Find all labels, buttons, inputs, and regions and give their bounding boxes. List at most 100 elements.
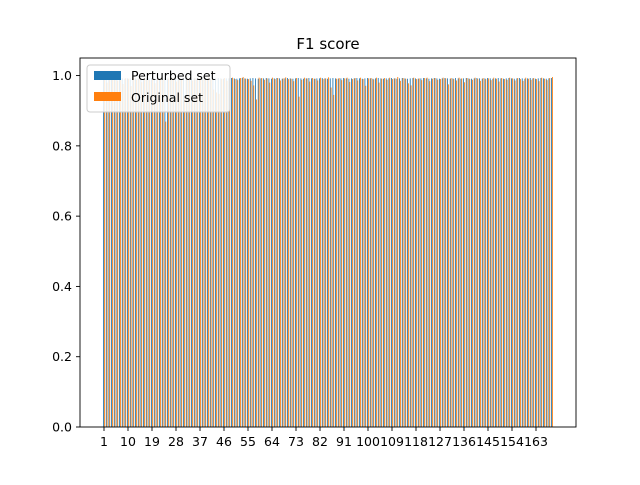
bar-perturbed-20 xyxy=(153,78,155,427)
legend-label-original: Original set xyxy=(131,90,203,105)
bar-original-134 xyxy=(458,77,460,428)
bar-perturbed-84 xyxy=(324,78,326,427)
bar-original-128 xyxy=(442,77,444,428)
bar-perturbed-119 xyxy=(417,78,419,427)
legend-label-perturbed: Perturbed set xyxy=(131,68,216,83)
bar-perturbed-122 xyxy=(425,78,427,427)
bar-perturbed-81 xyxy=(316,78,318,427)
bar-perturbed-17 xyxy=(145,78,147,427)
bar-perturbed-47 xyxy=(225,78,227,427)
bar-perturbed-132 xyxy=(452,78,454,427)
bar-original-88 xyxy=(336,78,337,427)
bar-perturbed-5 xyxy=(113,78,115,427)
bar-original-152 xyxy=(506,79,508,427)
bar-perturbed-16 xyxy=(143,78,144,427)
bar-original-166 xyxy=(544,78,545,427)
y-tick-label: 0.4 xyxy=(52,279,72,294)
bar-original-52 xyxy=(240,78,241,427)
bar-original-12 xyxy=(133,77,135,428)
bar-perturbed-82 xyxy=(319,78,320,427)
bar-original-115 xyxy=(408,83,409,428)
bar-original-85 xyxy=(328,77,329,427)
bar-original-160 xyxy=(528,78,529,427)
bar-original-55 xyxy=(248,79,249,427)
bar-original-69 xyxy=(285,77,287,427)
bar-original-13 xyxy=(136,79,137,427)
bar-original-17 xyxy=(146,79,148,427)
bar-original-155 xyxy=(514,80,516,428)
bar-original-3 xyxy=(109,78,111,427)
bar-perturbed-59 xyxy=(257,78,259,427)
bar-perturbed-126 xyxy=(436,78,438,427)
bar-perturbed-6 xyxy=(116,78,118,427)
bar-original-94 xyxy=(352,79,353,427)
bar-perturbed-23 xyxy=(161,78,163,427)
y-tick-label: 1.0 xyxy=(52,68,72,83)
bar-perturbed-1 xyxy=(103,78,104,427)
bar-original-62 xyxy=(266,78,268,427)
bar-original-151 xyxy=(504,79,505,427)
bar-perturbed-9 xyxy=(124,78,126,427)
bar-original-83 xyxy=(322,79,324,427)
bar-perturbed-163 xyxy=(535,78,536,427)
bar-perturbed-153 xyxy=(508,78,510,427)
bar-perturbed-22 xyxy=(159,78,160,427)
bar-original-72 xyxy=(293,81,295,427)
bar-perturbed-57 xyxy=(252,78,254,427)
bar-perturbed-31 xyxy=(183,78,184,427)
bar-original-111 xyxy=(397,76,399,427)
bar-perturbed-45 xyxy=(220,78,222,427)
bar-perturbed-76 xyxy=(303,78,304,427)
bar-original-10 xyxy=(128,78,129,427)
bar-original-27 xyxy=(173,77,175,428)
bar-original-33 xyxy=(189,78,191,427)
bar-perturbed-72 xyxy=(292,78,294,427)
bar-original-34 xyxy=(192,80,193,428)
bar-original-118 xyxy=(416,79,417,427)
bar-perturbed-141 xyxy=(476,78,478,427)
bar-perturbed-38 xyxy=(201,78,203,427)
bar-original-101 xyxy=(370,78,372,427)
bar-perturbed-7 xyxy=(119,78,120,427)
bar-original-49 xyxy=(232,77,233,428)
bar-original-18 xyxy=(149,80,151,427)
bar-perturbed-118 xyxy=(415,78,416,427)
bar-original-43 xyxy=(216,92,217,427)
bar-original-44 xyxy=(218,93,220,427)
bar-perturbed-24 xyxy=(164,78,166,427)
bar-original-120 xyxy=(421,80,423,427)
bar-original-63 xyxy=(269,82,271,427)
y-tick-label: 0.8 xyxy=(52,138,72,153)
bar-perturbed-111 xyxy=(396,78,398,427)
bar-perturbed-159 xyxy=(524,78,526,427)
bar-original-24 xyxy=(165,121,167,428)
bar-perturbed-21 xyxy=(156,78,158,427)
bar-original-97 xyxy=(360,77,361,428)
bar-original-30 xyxy=(181,79,183,427)
bar-original-133 xyxy=(456,80,457,428)
bar-original-130 xyxy=(448,84,449,428)
x-tick-label: 46 xyxy=(216,434,232,449)
bar-original-127 xyxy=(440,79,441,427)
bar-perturbed-103 xyxy=(375,78,376,427)
bar-perturbed-71 xyxy=(289,78,291,427)
bar-original-37 xyxy=(200,78,201,427)
bar-perturbed-115 xyxy=(407,78,408,427)
bar-perturbed-35 xyxy=(193,78,195,427)
bar-perturbed-25 xyxy=(167,78,168,427)
bar-original-9 xyxy=(125,78,127,427)
bar-original-23 xyxy=(162,79,164,427)
bar-perturbed-49 xyxy=(231,78,232,427)
bar-perturbed-14 xyxy=(137,78,139,427)
bar-original-14 xyxy=(138,78,140,427)
bar-perturbed-58 xyxy=(255,78,256,427)
bar-perturbed-51 xyxy=(236,78,238,427)
bar-original-117 xyxy=(413,77,415,428)
bar-original-153 xyxy=(509,77,511,428)
x-axis: 1 10 19 28 37 46 55 64 73 82 91 100 109 118 127 136 145 1… xyxy=(100,427,548,449)
bar-original-28 xyxy=(176,81,177,428)
bar-perturbed-100 xyxy=(367,78,368,427)
bar-perturbed-53 xyxy=(241,78,243,427)
bar-original-20 xyxy=(154,83,156,428)
